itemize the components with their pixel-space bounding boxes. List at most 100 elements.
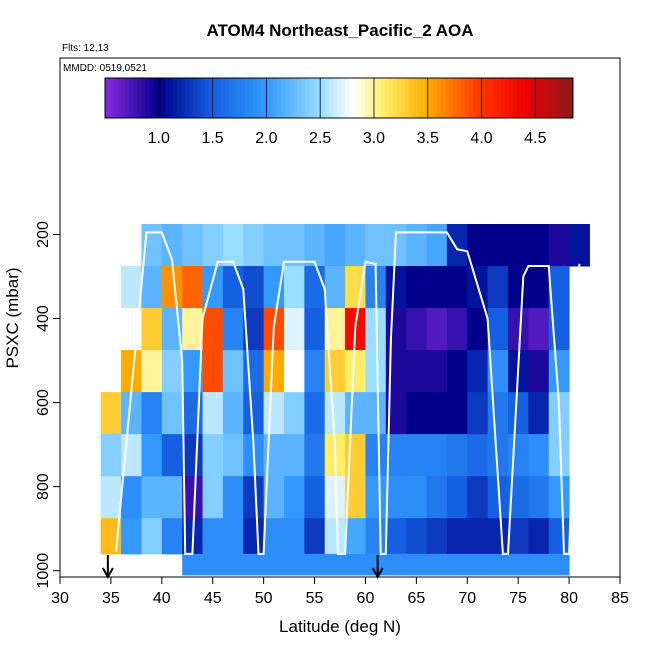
y-tick-label: 400 xyxy=(35,305,52,332)
note: MMDD: 0519,0521 xyxy=(63,63,147,74)
heat-cell xyxy=(365,518,387,555)
heat-cell xyxy=(284,553,305,576)
colorbar-swatch xyxy=(449,78,454,118)
heat-cell xyxy=(304,392,326,435)
colorbar-tick-label: 1.5 xyxy=(201,130,223,147)
heat-cell xyxy=(569,223,590,267)
colorbar-swatch xyxy=(105,78,110,118)
colorbar-swatch xyxy=(341,78,346,118)
colorbar-swatch xyxy=(517,78,522,118)
heat-cell xyxy=(467,350,489,393)
colorbar-swatch xyxy=(397,78,402,118)
heat-cell xyxy=(263,392,285,435)
colorbar-swatch xyxy=(321,78,326,118)
colorbar-swatch xyxy=(541,78,546,118)
heat-cell xyxy=(446,434,468,477)
colorbar-swatch xyxy=(333,78,338,118)
colorbar-swatch xyxy=(249,78,254,118)
heat-cell xyxy=(548,223,570,267)
x-tick-label: 45 xyxy=(204,590,222,607)
heat-cell xyxy=(487,518,509,555)
heat-cell xyxy=(222,392,244,435)
colorbar-swatch xyxy=(201,78,206,118)
heat-cell xyxy=(548,476,570,519)
heat-cell xyxy=(406,392,428,435)
heat-cell xyxy=(324,476,346,519)
colorbar-swatch xyxy=(213,78,218,118)
heat-cell xyxy=(548,553,570,576)
heat-cell xyxy=(385,308,407,351)
heat-cell xyxy=(324,392,346,435)
heat-cell xyxy=(182,223,204,267)
heat-cell xyxy=(406,308,428,351)
heat-cell xyxy=(508,392,529,435)
colorbar-swatch xyxy=(453,78,458,118)
colorbar-swatch xyxy=(425,78,430,118)
heat-cell xyxy=(345,266,366,309)
colorbar-swatch xyxy=(569,78,574,118)
colorbar-swatch xyxy=(481,78,486,118)
heat-cell xyxy=(446,350,468,393)
heat-cell xyxy=(406,350,428,393)
colorbar-swatch xyxy=(549,78,554,118)
heat-cell xyxy=(426,476,448,519)
x-tick-label: 50 xyxy=(255,590,273,607)
heat-cell xyxy=(365,223,387,267)
colorbar-tick-label: 2.0 xyxy=(255,130,277,147)
heat-cell xyxy=(161,350,183,393)
heat-cell xyxy=(548,518,570,555)
colorbar-swatch xyxy=(373,78,378,118)
colorbar-swatch xyxy=(137,78,142,118)
colorbar-swatch xyxy=(109,78,114,118)
heat-cell xyxy=(487,350,509,393)
colorbar-tick-label: 2.5 xyxy=(309,130,331,147)
heat-cell xyxy=(161,434,183,477)
heat-cell xyxy=(345,476,366,519)
colorbar-swatch xyxy=(113,78,118,118)
heat-cell xyxy=(508,553,529,576)
x-tick-label: 70 xyxy=(458,590,476,607)
colorbar-swatch xyxy=(205,78,210,118)
heat-cell xyxy=(284,266,305,309)
heat-cell xyxy=(284,518,305,555)
colorbar-swatch xyxy=(121,78,126,118)
colorbar-swatch xyxy=(261,78,266,118)
heat-cell xyxy=(182,350,204,393)
heat-cell xyxy=(345,223,366,267)
heat-cell xyxy=(426,392,448,435)
heat-cell xyxy=(202,518,224,555)
heat-cell xyxy=(406,476,428,519)
heat-cell xyxy=(284,350,305,393)
colorbar-swatch xyxy=(457,78,462,118)
colorbar-swatch xyxy=(509,78,514,118)
colorbar-swatch xyxy=(237,78,242,118)
colorbar-swatch xyxy=(561,78,566,118)
heat-cell xyxy=(141,392,163,435)
colorbar-swatch xyxy=(401,78,406,118)
colorbar-swatch xyxy=(505,78,510,118)
heat-cell xyxy=(508,308,529,351)
heat-cell xyxy=(528,553,550,576)
heat-cell xyxy=(426,266,448,309)
x-tick-label: 60 xyxy=(357,590,375,607)
colorbar-swatch xyxy=(125,78,130,118)
colorbar-swatch xyxy=(245,78,250,118)
colorbar-swatch xyxy=(477,78,482,118)
colorbar-swatch xyxy=(365,78,370,118)
heat-cell xyxy=(406,223,428,267)
heat-cell xyxy=(487,434,509,477)
colorbar-swatch xyxy=(353,78,358,118)
colorbar-swatch xyxy=(497,78,502,118)
heat-cell xyxy=(304,434,326,477)
colorbar-swatch xyxy=(141,78,146,118)
colorbar-swatch xyxy=(209,78,214,118)
heat-cell xyxy=(304,350,326,393)
colorbar-swatch xyxy=(389,78,394,118)
x-tick-label: 75 xyxy=(509,590,527,607)
colorbar-swatch xyxy=(349,78,354,118)
colorbar-swatch xyxy=(565,78,570,118)
colorbar-swatch xyxy=(313,78,318,118)
heat-cell xyxy=(202,350,224,393)
heat-cell xyxy=(467,434,489,477)
colorbar-swatch xyxy=(169,78,174,118)
